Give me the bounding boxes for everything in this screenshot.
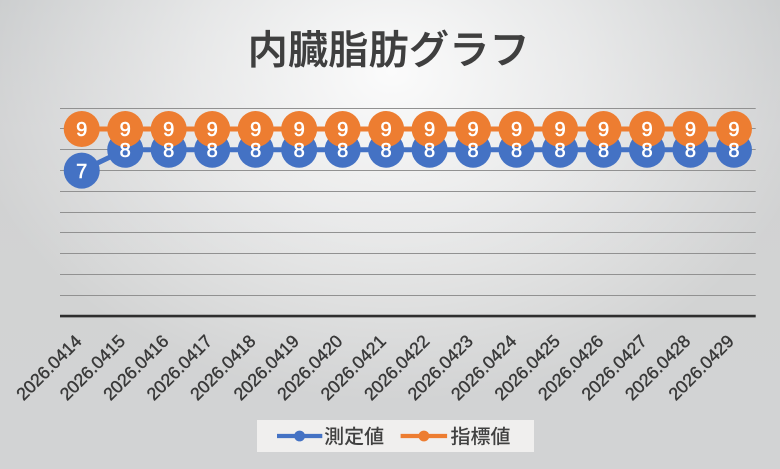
svg-text:8: 8: [163, 140, 174, 162]
svg-text:9: 9: [424, 119, 435, 141]
svg-text:8: 8: [554, 140, 565, 162]
svg-text:9: 9: [598, 119, 609, 141]
svg-text:8: 8: [728, 140, 739, 162]
svg-text:8: 8: [207, 140, 218, 162]
svg-text:9: 9: [728, 119, 739, 141]
svg-text:9: 9: [163, 119, 174, 141]
svg-text:9: 9: [685, 119, 696, 141]
svg-text:9: 9: [554, 119, 565, 141]
svg-text:9: 9: [76, 119, 87, 141]
svg-text:9: 9: [207, 119, 218, 141]
svg-text:8: 8: [250, 140, 261, 162]
svg-text:9: 9: [381, 119, 392, 141]
svg-text:8: 8: [641, 140, 652, 162]
svg-text:8: 8: [337, 140, 348, 162]
svg-text:7: 7: [76, 161, 87, 183]
svg-text:8: 8: [294, 140, 305, 162]
svg-text:9: 9: [337, 119, 348, 141]
svg-text:8: 8: [381, 140, 392, 162]
svg-text:8: 8: [685, 140, 696, 162]
svg-text:8: 8: [598, 140, 609, 162]
svg-text:9: 9: [641, 119, 652, 141]
svg-text:8: 8: [424, 140, 435, 162]
svg-text:9: 9: [250, 119, 261, 141]
svg-text:9: 9: [294, 119, 305, 141]
svg-text:9: 9: [511, 119, 522, 141]
svg-text:9: 9: [120, 119, 131, 141]
svg-text:8: 8: [120, 140, 131, 162]
svg-text:8: 8: [511, 140, 522, 162]
svg-text:8: 8: [468, 140, 479, 162]
svg-text:9: 9: [468, 119, 479, 141]
